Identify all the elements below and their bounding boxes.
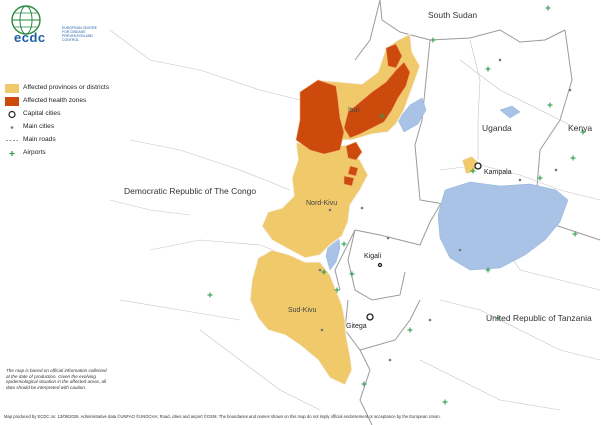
legend-label: Capital cities — [23, 110, 61, 117]
airport-icon — [442, 399, 448, 405]
airports — [207, 5, 586, 405]
airport-icon — [572, 231, 578, 237]
label-kigali: Kigali — [364, 253, 382, 260]
airport-icon — [379, 113, 385, 119]
legend-item-affected-provinces: Affected provinces or districts — [5, 84, 109, 93]
city-dot-icon — [10, 126, 14, 129]
legend-item-airports: Airports — [5, 149, 109, 158]
legend-item-main-roads: Main roads — [5, 136, 109, 145]
road-dash-icon — [6, 140, 18, 141]
legend-label: Affected health zones — [23, 97, 87, 104]
airport-cross-icon — [9, 151, 15, 156]
airport-icon — [547, 102, 553, 108]
ecdc-logo — [6, 4, 66, 48]
airport-icon — [485, 267, 491, 273]
airport-icon — [430, 37, 436, 43]
globe-icon — [11, 5, 41, 35]
legend-item-main-cities: Main cities — [5, 123, 109, 132]
legend-item-capital-cities: Capital cities — [5, 110, 109, 119]
airport-icon — [361, 381, 367, 387]
airport-icon — [407, 327, 413, 333]
label-south-sudan: South Sudan — [428, 10, 477, 20]
label-gitega: Gitega — [346, 323, 367, 330]
nord-kivu-province — [261, 141, 369, 259]
label-uganda: Uganda — [482, 123, 512, 133]
legend-label: Main roads — [23, 136, 56, 143]
lake-albert — [397, 97, 427, 133]
legend-sidebar: ecdc EUROPEAN CENTRE FOR DISEASE PREVENT… — [0, 0, 109, 412]
airport-icon — [580, 129, 586, 135]
affected-province-swatch — [5, 84, 19, 93]
logo-wordmark: ecdc — [14, 30, 46, 45]
airport-icon — [537, 175, 543, 181]
legend-label: Main cities — [23, 123, 55, 130]
disclaimer-note: The map is based on official information… — [6, 368, 107, 390]
gitega-capital-icon — [366, 313, 374, 321]
label-kampala: Kampala — [484, 169, 512, 176]
airport-icon — [349, 271, 355, 277]
kampala-capital-icon — [474, 162, 482, 170]
airport-icon — [545, 5, 551, 11]
airport-icon — [495, 315, 501, 321]
legend-label: Airports — [23, 149, 46, 156]
airport-icon — [470, 168, 476, 174]
affected-zone-swatch — [5, 97, 19, 106]
airport-icon — [570, 155, 576, 161]
affected-health-zones — [295, 43, 411, 187]
airport-icon — [207, 292, 213, 298]
label-sud-kivu: Sud-Kivu — [288, 307, 317, 314]
lake-victoria — [437, 181, 569, 271]
logo-subtitle: EUROPEAN CENTRE FOR DISEASE PREVENTION A… — [62, 26, 98, 42]
label-tanzania: United Republic of Tanzania — [486, 313, 592, 323]
main-cities — [318, 58, 572, 362]
map-legend: Affected provinces or districts Affected… — [5, 84, 109, 162]
label-nord-kivu: Nord-Kivu — [306, 200, 337, 207]
label-drc: Democratic Republic of The Congo — [124, 186, 256, 196]
airport-icon — [321, 269, 327, 275]
map-footer-credits: Map produced by ECDC on: 13/06/2026. Adm… — [4, 414, 441, 419]
legend-item-affected-zones: Affected health zones — [5, 97, 109, 106]
capital-circle-icon — [8, 110, 16, 119]
airport-icon — [485, 66, 491, 72]
label-ituri: Ituri — [348, 107, 360, 114]
sud-kivu-province — [249, 249, 353, 386]
capital-cities — [366, 162, 482, 321]
airport-icon — [341, 241, 347, 247]
kigali-capital-icon — [377, 262, 383, 268]
airport-icon — [334, 287, 340, 293]
lake-kyoga — [499, 105, 521, 119]
label-kenya: Kenya — [568, 123, 592, 133]
legend-label: Affected provinces or districts — [23, 84, 109, 91]
